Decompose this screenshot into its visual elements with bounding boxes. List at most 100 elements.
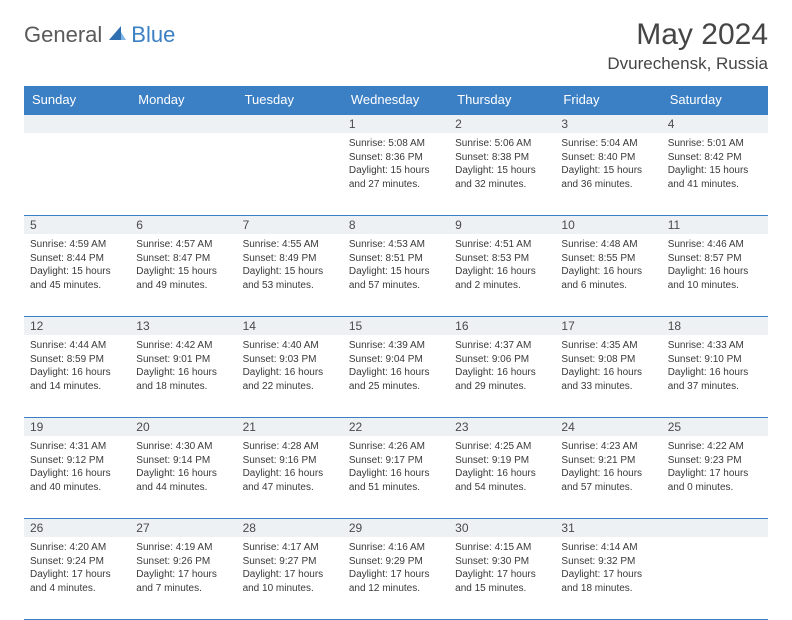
calendar-body: 1234Sunrise: 5:08 AMSunset: 8:36 PMDayli… [24, 113, 768, 620]
sunrise-line: Sunrise: 4:39 AM [349, 339, 443, 353]
day-number [662, 519, 768, 537]
daylight-line: Daylight: 16 hours and 54 minutes. [455, 467, 549, 494]
sunset-line: Sunset: 9:32 PM [561, 555, 655, 569]
sunset-line: Sunset: 8:44 PM [30, 252, 124, 266]
sunrise-line: Sunrise: 4:53 AM [349, 238, 443, 252]
calendar-cell: Sunrise: 4:42 AMSunset: 9:01 PMDaylight:… [130, 335, 236, 417]
sunrise-line: Sunrise: 4:44 AM [30, 339, 124, 353]
sunset-line: Sunset: 9:14 PM [136, 454, 230, 468]
daylight-line: Daylight: 16 hours and 25 minutes. [349, 366, 443, 393]
daylight-line: Daylight: 15 hours and 41 minutes. [668, 164, 762, 191]
daylight-line: Daylight: 15 hours and 32 minutes. [455, 164, 549, 191]
calendar-cell [237, 133, 343, 215]
brand-part2: Blue [131, 22, 175, 48]
daylight-line: Daylight: 16 hours and 6 minutes. [561, 265, 655, 292]
day-number: 5 [24, 216, 130, 234]
sunrise-line: Sunrise: 4:28 AM [243, 440, 337, 454]
day-number: 10 [555, 216, 661, 234]
sunrise-line: Sunrise: 4:48 AM [561, 238, 655, 252]
weekday-header: Sunday [24, 86, 130, 113]
calendar-cell: Sunrise: 4:53 AMSunset: 8:51 PMDaylight:… [343, 234, 449, 316]
sunset-line: Sunset: 8:42 PM [668, 151, 762, 165]
day-number: 23 [449, 418, 555, 436]
calendar-cell: Sunrise: 5:01 AMSunset: 8:42 PMDaylight:… [662, 133, 768, 215]
sunset-line: Sunset: 9:21 PM [561, 454, 655, 468]
day-number: 28 [237, 519, 343, 537]
brand-logo: General Blue [24, 22, 175, 48]
calendar-cell: Sunrise: 4:33 AMSunset: 9:10 PMDaylight:… [662, 335, 768, 417]
calendar-cell: Sunrise: 4:37 AMSunset: 9:06 PMDaylight:… [449, 335, 555, 417]
sunrise-line: Sunrise: 4:19 AM [136, 541, 230, 555]
sunrise-line: Sunrise: 4:55 AM [243, 238, 337, 252]
day-number: 25 [662, 418, 768, 436]
calendar-cell: Sunrise: 4:16 AMSunset: 9:29 PMDaylight:… [343, 537, 449, 619]
calendar-cell: Sunrise: 4:57 AMSunset: 8:47 PMDaylight:… [130, 234, 236, 316]
weekday-header: Wednesday [343, 86, 449, 113]
day-number: 14 [237, 317, 343, 335]
weekday-header: Saturday [662, 86, 768, 113]
sunset-line: Sunset: 8:59 PM [30, 353, 124, 367]
day-number: 15 [343, 317, 449, 335]
daylight-line: Daylight: 17 hours and 12 minutes. [349, 568, 443, 595]
calendar-cell: Sunrise: 4:55 AMSunset: 8:49 PMDaylight:… [237, 234, 343, 316]
day-number: 3 [555, 115, 661, 133]
sunrise-line: Sunrise: 4:23 AM [561, 440, 655, 454]
day-number: 12 [24, 317, 130, 335]
sunset-line: Sunset: 9:10 PM [668, 353, 762, 367]
sunset-line: Sunset: 8:57 PM [668, 252, 762, 266]
sunset-line: Sunset: 9:12 PM [30, 454, 124, 468]
sunrise-line: Sunrise: 4:14 AM [561, 541, 655, 555]
sunrise-line: Sunrise: 5:06 AM [455, 137, 549, 151]
calendar-cell: Sunrise: 4:39 AMSunset: 9:04 PMDaylight:… [343, 335, 449, 417]
calendar-cell: Sunrise: 4:17 AMSunset: 9:27 PMDaylight:… [237, 537, 343, 619]
sunset-line: Sunset: 9:03 PM [243, 353, 337, 367]
daylight-line: Daylight: 16 hours and 44 minutes. [136, 467, 230, 494]
daylight-line: Daylight: 16 hours and 40 minutes. [30, 467, 124, 494]
calendar-cell: Sunrise: 4:44 AMSunset: 8:59 PMDaylight:… [24, 335, 130, 417]
sunset-line: Sunset: 9:06 PM [455, 353, 549, 367]
day-number: 16 [449, 317, 555, 335]
sunrise-line: Sunrise: 4:15 AM [455, 541, 549, 555]
sunset-line: Sunset: 8:55 PM [561, 252, 655, 266]
sunrise-line: Sunrise: 4:40 AM [243, 339, 337, 353]
sunset-line: Sunset: 8:36 PM [349, 151, 443, 165]
day-number: 11 [662, 216, 768, 234]
calendar: SundayMondayTuesdayWednesdayThursdayFrid… [24, 86, 768, 620]
sunset-line: Sunset: 8:47 PM [136, 252, 230, 266]
calendar-cell: Sunrise: 4:20 AMSunset: 9:24 PMDaylight:… [24, 537, 130, 619]
sunset-line: Sunset: 9:30 PM [455, 555, 549, 569]
day-number: 6 [130, 216, 236, 234]
daylight-line: Daylight: 15 hours and 53 minutes. [243, 265, 337, 292]
sunrise-line: Sunrise: 4:30 AM [136, 440, 230, 454]
sunrise-line: Sunrise: 4:20 AM [30, 541, 124, 555]
calendar-cell: Sunrise: 4:14 AMSunset: 9:32 PMDaylight:… [555, 537, 661, 619]
daylight-line: Daylight: 15 hours and 36 minutes. [561, 164, 655, 191]
calendar-cell: Sunrise: 4:22 AMSunset: 9:23 PMDaylight:… [662, 436, 768, 518]
calendar-cell: Sunrise: 5:08 AMSunset: 8:36 PMDaylight:… [343, 133, 449, 215]
daylight-line: Daylight: 15 hours and 27 minutes. [349, 164, 443, 191]
sunset-line: Sunset: 8:38 PM [455, 151, 549, 165]
sunrise-line: Sunrise: 4:17 AM [243, 541, 337, 555]
daylight-line: Daylight: 16 hours and 18 minutes. [136, 366, 230, 393]
sunrise-line: Sunrise: 5:08 AM [349, 137, 443, 151]
daylight-line: Daylight: 16 hours and 22 minutes. [243, 366, 337, 393]
day-number: 8 [343, 216, 449, 234]
calendar-cell: Sunrise: 4:59 AMSunset: 8:44 PMDaylight:… [24, 234, 130, 316]
day-number: 29 [343, 519, 449, 537]
sunrise-line: Sunrise: 4:35 AM [561, 339, 655, 353]
daylight-line: Daylight: 17 hours and 4 minutes. [30, 568, 124, 595]
sunset-line: Sunset: 8:49 PM [243, 252, 337, 266]
day-number: 31 [555, 519, 661, 537]
calendar-header-row: SundayMondayTuesdayWednesdayThursdayFrid… [24, 86, 768, 113]
calendar-cell [130, 133, 236, 215]
sunset-line: Sunset: 9:26 PM [136, 555, 230, 569]
calendar-cell: Sunrise: 4:23 AMSunset: 9:21 PMDaylight:… [555, 436, 661, 518]
sunrise-line: Sunrise: 5:04 AM [561, 137, 655, 151]
day-number: 27 [130, 519, 236, 537]
brand-part1: General [24, 22, 102, 48]
calendar-cell: Sunrise: 4:28 AMSunset: 9:16 PMDaylight:… [237, 436, 343, 518]
day-number: 7 [237, 216, 343, 234]
calendar-cell: Sunrise: 4:48 AMSunset: 8:55 PMDaylight:… [555, 234, 661, 316]
daylight-line: Daylight: 16 hours and 33 minutes. [561, 366, 655, 393]
day-number: 30 [449, 519, 555, 537]
